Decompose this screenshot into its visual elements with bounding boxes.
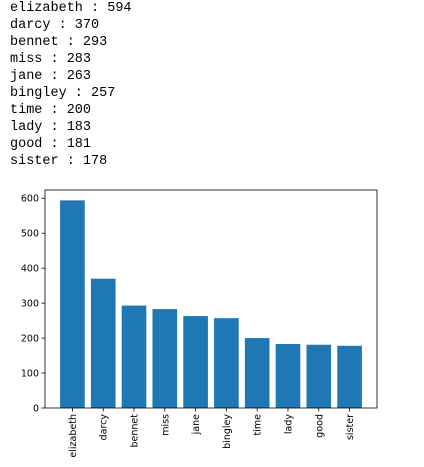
y-tick-label: 400 <box>21 264 39 275</box>
x-tick-label: time <box>253 414 264 436</box>
x-tick-label: darcy <box>99 414 110 441</box>
output-line: good : 181 <box>10 137 92 152</box>
output-line: darcy : 370 <box>10 18 100 33</box>
bar <box>90 278 116 408</box>
y-tick-label: 200 <box>21 333 39 344</box>
output-line: sister : 178 <box>10 154 108 169</box>
output-line: elizabeth : 594 <box>10 1 132 16</box>
y-tick-label: 600 <box>21 194 39 205</box>
output-line: time : 200 <box>10 103 92 118</box>
x-tick-label: elizabeth <box>68 414 79 458</box>
bar <box>152 309 178 408</box>
x-tick-label: good <box>314 414 325 438</box>
text-output: elizabeth : 594 darcy : 370 bennet : 293 mi… <box>10 0 132 170</box>
x-tick-label: bingley <box>222 414 233 449</box>
output-line: bingley : 257 <box>10 86 116 101</box>
x-tick-label: lady <box>283 414 294 434</box>
axes-frame <box>44 189 378 409</box>
bar <box>214 318 239 408</box>
bar <box>121 305 147 408</box>
bar <box>306 344 332 408</box>
bar <box>183 316 208 408</box>
y-tick-label: 500 <box>21 229 39 240</box>
bar <box>244 338 270 408</box>
x-tick-label: miss <box>160 414 171 436</box>
y-tick-label: 300 <box>21 299 39 310</box>
bar <box>337 345 362 408</box>
x-tick-label: jane <box>191 414 202 435</box>
output-line: jane : 263 <box>10 69 92 84</box>
y-tick-label: 0 <box>33 403 39 414</box>
bar <box>275 344 301 408</box>
x-tick-label: sister <box>345 414 356 440</box>
output-line: lady : 183 <box>10 120 92 135</box>
y-tick-label: 100 <box>21 368 39 379</box>
x-tick-label: bennet <box>130 414 141 448</box>
output-line: bennet : 293 <box>10 35 108 50</box>
output-line: miss : 283 <box>10 52 92 67</box>
bar <box>60 200 85 408</box>
